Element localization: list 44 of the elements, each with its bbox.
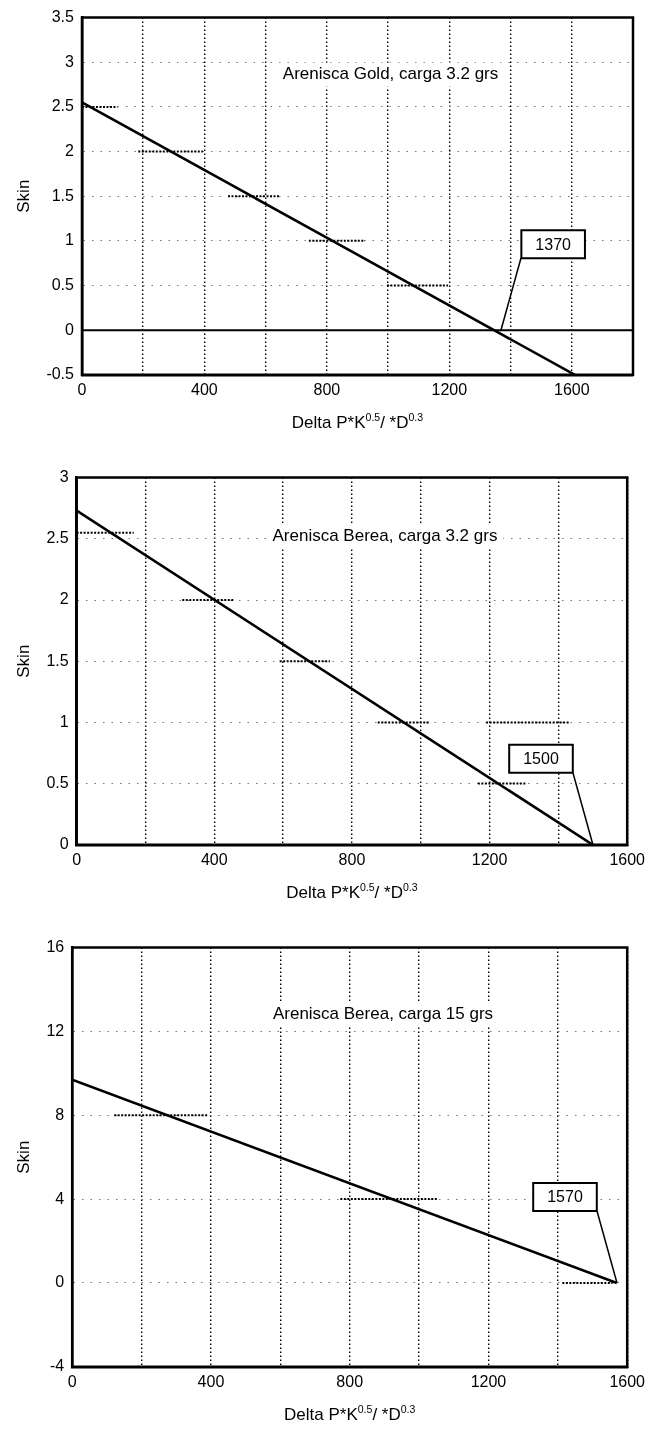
y-tick-label: 2.5 bbox=[46, 529, 69, 547]
y-tick-label: 1 bbox=[59, 712, 69, 730]
x-tick-label: 400 bbox=[200, 850, 228, 868]
text: Arenisca Berea, carga 3.2 grs bbox=[272, 526, 498, 546]
y-tick-label: 1.5 bbox=[51, 186, 75, 204]
y-tick-label: 1.5 bbox=[46, 651, 69, 669]
x-tick-label: 0 bbox=[77, 380, 87, 398]
y-tick-label: 3 bbox=[65, 52, 75, 70]
y-axis-title: Skin bbox=[13, 644, 33, 678]
x-tick-label: 400 bbox=[191, 380, 218, 398]
x-tick-label: 1600 bbox=[553, 380, 590, 398]
x-tick-label: 800 bbox=[313, 380, 341, 398]
y-axis-title: Skin bbox=[13, 1140, 33, 1174]
y-tick-label: 0 bbox=[59, 835, 69, 853]
y-tick-label: 16 bbox=[46, 938, 65, 956]
y-axis-title: Skin bbox=[13, 179, 33, 213]
text: Arenisca Gold, carga 3.2 grs bbox=[282, 64, 499, 84]
y-tick-label: 2 bbox=[59, 590, 69, 608]
x-tick-label: 400 bbox=[197, 1372, 225, 1390]
y-tick-label: 8 bbox=[55, 1105, 65, 1123]
y-tick-label: -0.5 bbox=[46, 365, 75, 383]
text: Arenisca Berea, carga 15 grs bbox=[272, 1004, 494, 1024]
annotation: 1370 bbox=[535, 235, 572, 253]
y-tick-label: 2.5 bbox=[51, 97, 75, 115]
y-tick-label: 3.5 bbox=[51, 8, 75, 26]
y-tick-label: 0.5 bbox=[51, 275, 75, 293]
x-tick-label: 800 bbox=[336, 1372, 364, 1390]
annotation: 1500 bbox=[523, 750, 559, 768]
y-tick-label: 0.5 bbox=[46, 774, 69, 792]
y-tick-label: -4 bbox=[49, 1357, 65, 1375]
y-tick-label: 4 bbox=[55, 1189, 65, 1207]
x-tick-label: 1600 bbox=[609, 850, 646, 868]
x-tick-label: 800 bbox=[338, 850, 366, 868]
x-tick-label: 1200 bbox=[470, 1372, 507, 1390]
x-tick-label: 1600 bbox=[609, 1372, 646, 1390]
y-tick-label: 12 bbox=[46, 1021, 65, 1039]
annotation: 1570 bbox=[547, 1188, 583, 1206]
y-tick-label: 0 bbox=[65, 320, 75, 338]
y-tick-label: 1 bbox=[65, 231, 75, 249]
y-tick-label: 0 bbox=[55, 1273, 65, 1291]
y-tick-label: 3 bbox=[59, 468, 69, 486]
x-tick-label: 1200 bbox=[471, 850, 508, 868]
y-tick-label: 2 bbox=[65, 141, 75, 159]
x-tick-label: 1200 bbox=[431, 380, 468, 398]
